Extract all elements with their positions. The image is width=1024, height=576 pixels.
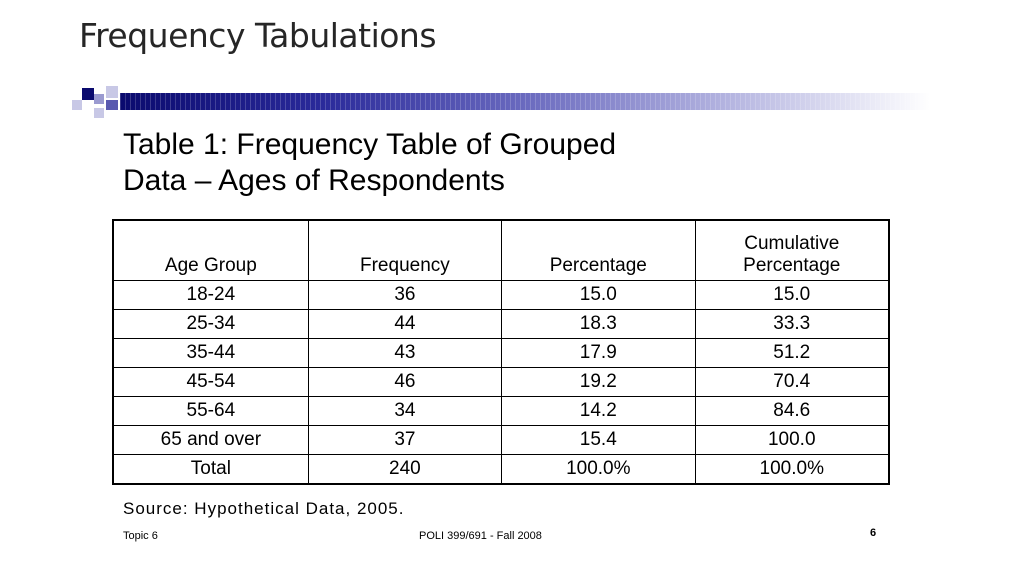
cell-frequency: 37 xyxy=(307,425,503,455)
cell-frequency: 43 xyxy=(307,338,503,368)
table-source-note: Source: Hypothetical Data, 2005. xyxy=(123,499,405,518)
cell-frequency: 46 xyxy=(307,367,503,397)
column-header-percentage: Percentage xyxy=(501,219,696,281)
cell-percentage: 19.2 xyxy=(501,367,696,397)
cell-age-group: 55-64 xyxy=(112,396,309,426)
slide-title: Frequency Tabulations xyxy=(79,16,437,55)
cell-cumulative: 100.0 xyxy=(694,425,890,455)
table-heading-line-2: Data – Ages of Respondents xyxy=(123,164,505,197)
table-total-row: Total 240 100.0% 100.0% xyxy=(112,454,890,485)
cell-cumulative: 70.4 xyxy=(694,367,890,397)
table-header-row: Age Group Frequency Percentage Cumulativ… xyxy=(112,219,890,281)
cell-percentage: 15.0 xyxy=(501,280,696,310)
column-header-cumulative-percentage: Cumulative Percentage xyxy=(694,219,890,281)
cell-cumulative: 84.6 xyxy=(694,396,890,426)
cell-age-group: 35-44 xyxy=(112,338,309,368)
table-row: 55-64 34 14.2 84.6 xyxy=(112,396,890,426)
cell-cumulative: 100.0% xyxy=(694,454,890,485)
footer-course: POLI 399/691 - Fall 2008 xyxy=(419,530,542,542)
cell-percentage: 14.2 xyxy=(501,396,696,426)
cell-frequency: 36 xyxy=(307,280,503,310)
cell-percentage: 15.4 xyxy=(501,425,696,455)
cell-cumulative: 51.2 xyxy=(694,338,890,368)
table-row: 65 and over 37 15.4 100.0 xyxy=(112,425,890,455)
frequency-table: Age Group Frequency Percentage Cumulativ… xyxy=(112,219,890,485)
cell-cumulative: 33.3 xyxy=(694,309,890,339)
cell-age-group: Total xyxy=(112,454,309,485)
table-heading-line-1: Table 1: Frequency Table of Grouped xyxy=(123,128,617,161)
decorative-header-bar xyxy=(72,84,932,120)
cell-percentage: 18.3 xyxy=(501,309,696,339)
cell-age-group: 65 and over xyxy=(112,425,309,455)
cell-percentage: 100.0% xyxy=(501,454,696,485)
column-header-age-group: Age Group xyxy=(112,219,309,281)
cell-frequency: 44 xyxy=(307,309,503,339)
table-heading: Table 1: Frequency Table of Grouped Data… xyxy=(123,127,616,199)
cell-age-group: 45-54 xyxy=(112,367,309,397)
column-header-frequency: Frequency xyxy=(307,219,503,281)
cell-frequency: 34 xyxy=(307,396,503,426)
cell-percentage: 17.9 xyxy=(501,338,696,368)
footer-topic: Topic 6 xyxy=(123,530,158,542)
table-row: 18-24 36 15.0 15.0 xyxy=(112,280,890,310)
footer-page-number: 6 xyxy=(870,527,877,539)
cell-frequency: 240 xyxy=(307,454,503,485)
cell-cumulative: 15.0 xyxy=(694,280,890,310)
cell-age-group: 18-24 xyxy=(112,280,309,310)
table-row: 35-44 43 17.9 51.2 xyxy=(112,338,890,368)
table-row: 45-54 46 19.2 70.4 xyxy=(112,367,890,397)
cell-age-group: 25-34 xyxy=(112,309,309,339)
table-row: 25-34 44 18.3 33.3 xyxy=(112,309,890,339)
